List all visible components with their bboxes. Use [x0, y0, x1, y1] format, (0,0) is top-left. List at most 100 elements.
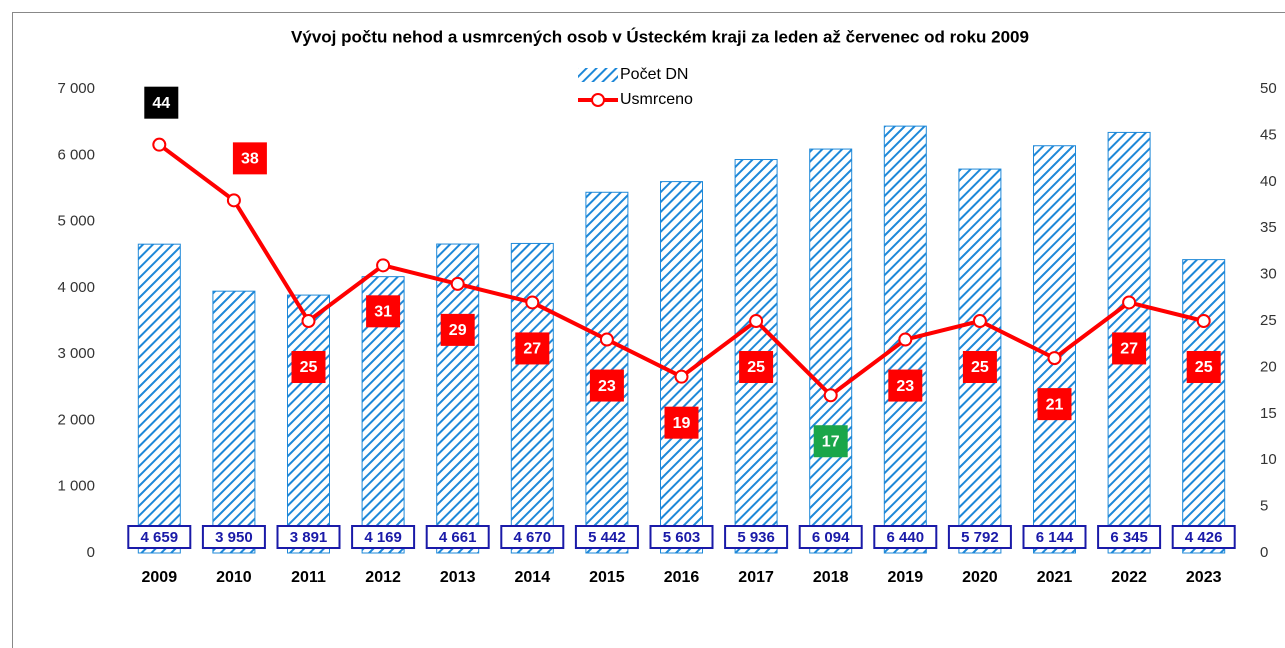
- bar-label: 6 440: [887, 529, 925, 546]
- line-label: 25: [300, 359, 318, 376]
- marker: [525, 295, 540, 310]
- marker: [898, 332, 913, 347]
- bar: [1182, 259, 1226, 554]
- marker: [1196, 314, 1211, 328]
- line-label: 25: [971, 359, 989, 376]
- line-label-box: [1112, 332, 1147, 365]
- line-label: 29: [449, 322, 467, 339]
- bar-label-box: [1022, 525, 1087, 549]
- marker: [674, 369, 689, 384]
- line-label: 38: [241, 151, 259, 168]
- bar-label-box: [873, 525, 938, 549]
- line-label: 25: [1195, 359, 1213, 376]
- x-tick-label: 2019: [888, 569, 924, 586]
- bar: [212, 290, 256, 554]
- bar: [510, 242, 554, 554]
- bar-label: 4 661: [439, 529, 477, 546]
- x-tick-label: 2015: [589, 569, 625, 586]
- bar-label: 5 442: [588, 529, 626, 546]
- bar-label-box: [500, 525, 565, 549]
- marker: [599, 332, 614, 347]
- x-tick-label: 2020: [962, 569, 998, 586]
- bar-label-box: [649, 525, 714, 549]
- bar-label: 4 169: [364, 529, 402, 546]
- legend-label: Počet DN: [620, 66, 688, 83]
- line-label-box: [1037, 388, 1072, 421]
- marker: [972, 314, 987, 328]
- line-label: 31: [374, 304, 392, 321]
- y2-tick-label: 40: [1260, 173, 1277, 190]
- line-label-box: [232, 142, 267, 175]
- bar-label-box: [574, 525, 639, 549]
- marker: [376, 258, 391, 273]
- bar-label-box: [947, 525, 1012, 549]
- y2-tick-label: 5: [1260, 498, 1268, 515]
- line-label-box: [962, 351, 997, 383]
- bar: [436, 243, 480, 554]
- y-tick-label: 7 000: [57, 80, 95, 97]
- bar-label-box: [1097, 525, 1162, 549]
- marker: [226, 193, 241, 208]
- marker: [450, 276, 465, 291]
- x-tick-label: 2022: [1111, 569, 1147, 586]
- legend-swatch: [578, 68, 618, 82]
- y2-tick-label: 45: [1260, 126, 1277, 143]
- x-tick-label: 2023: [1186, 569, 1222, 586]
- y-tick-label: 1 000: [57, 478, 95, 495]
- y2-tick-label: 15: [1260, 405, 1277, 422]
- y-tick-label: 0: [87, 544, 95, 561]
- marker: [823, 388, 838, 403]
- x-tick-label: 2009: [142, 569, 178, 586]
- line-label: 44: [152, 95, 170, 112]
- x-tick-label: 2021: [1037, 569, 1073, 586]
- marker: [749, 314, 764, 328]
- bar-label: 4 659: [141, 529, 179, 546]
- x-tick-label: 2017: [738, 569, 774, 586]
- frame: [12, 12, 1285, 648]
- line-label: 27: [523, 341, 541, 358]
- y-tick-label: 2 000: [57, 411, 95, 428]
- line-label-box: [664, 406, 699, 439]
- y2-tick-label: 20: [1260, 358, 1277, 375]
- bar-label: 6 345: [1110, 529, 1148, 546]
- line-label-box: [739, 351, 774, 383]
- x-tick-label: 2014: [515, 569, 551, 586]
- legend-label: Usmrceno: [620, 91, 693, 108]
- bar: [809, 148, 853, 554]
- x-tick-label: 2018: [813, 569, 849, 586]
- y-tick-label: 4 000: [57, 279, 95, 296]
- x-tick-label: 2012: [365, 569, 401, 586]
- line-label-box: [366, 295, 401, 328]
- bar-label: 6 094: [812, 529, 850, 546]
- y2-tick-label: 35: [1260, 219, 1277, 236]
- line-label: 21: [1046, 396, 1064, 413]
- bar-label: 4 426: [1185, 529, 1223, 546]
- bar-label-box: [201, 525, 266, 549]
- x-tick-label: 2010: [216, 569, 252, 586]
- line-label: 23: [896, 378, 914, 395]
- bar-label-box: [1171, 525, 1236, 549]
- bar: [137, 243, 181, 554]
- y2-tick-label: 50: [1260, 80, 1277, 97]
- bar-label: 6 144: [1036, 529, 1074, 546]
- line-label-box: [1186, 351, 1221, 383]
- line-label-box: [888, 369, 923, 402]
- y2-tick-label: 0: [1260, 544, 1268, 561]
- line-label: 23: [598, 378, 616, 395]
- marker: [152, 137, 167, 152]
- bar-label: 4 670: [514, 529, 552, 546]
- line-label-box: [589, 369, 624, 402]
- line-label-box: [515, 332, 550, 365]
- bar-label-box: [798, 525, 863, 549]
- y2-tick-label: 10: [1260, 451, 1277, 468]
- line-label: 17: [822, 433, 840, 450]
- marker: [1047, 351, 1062, 366]
- marker: [1122, 295, 1137, 310]
- bar: [287, 294, 330, 554]
- y2-tick-label: 30: [1260, 266, 1277, 283]
- legend-marker: [591, 93, 605, 107]
- bar-label: 5 936: [737, 529, 775, 546]
- line-label-box: [440, 313, 475, 346]
- bar-label: 3 950: [215, 529, 253, 546]
